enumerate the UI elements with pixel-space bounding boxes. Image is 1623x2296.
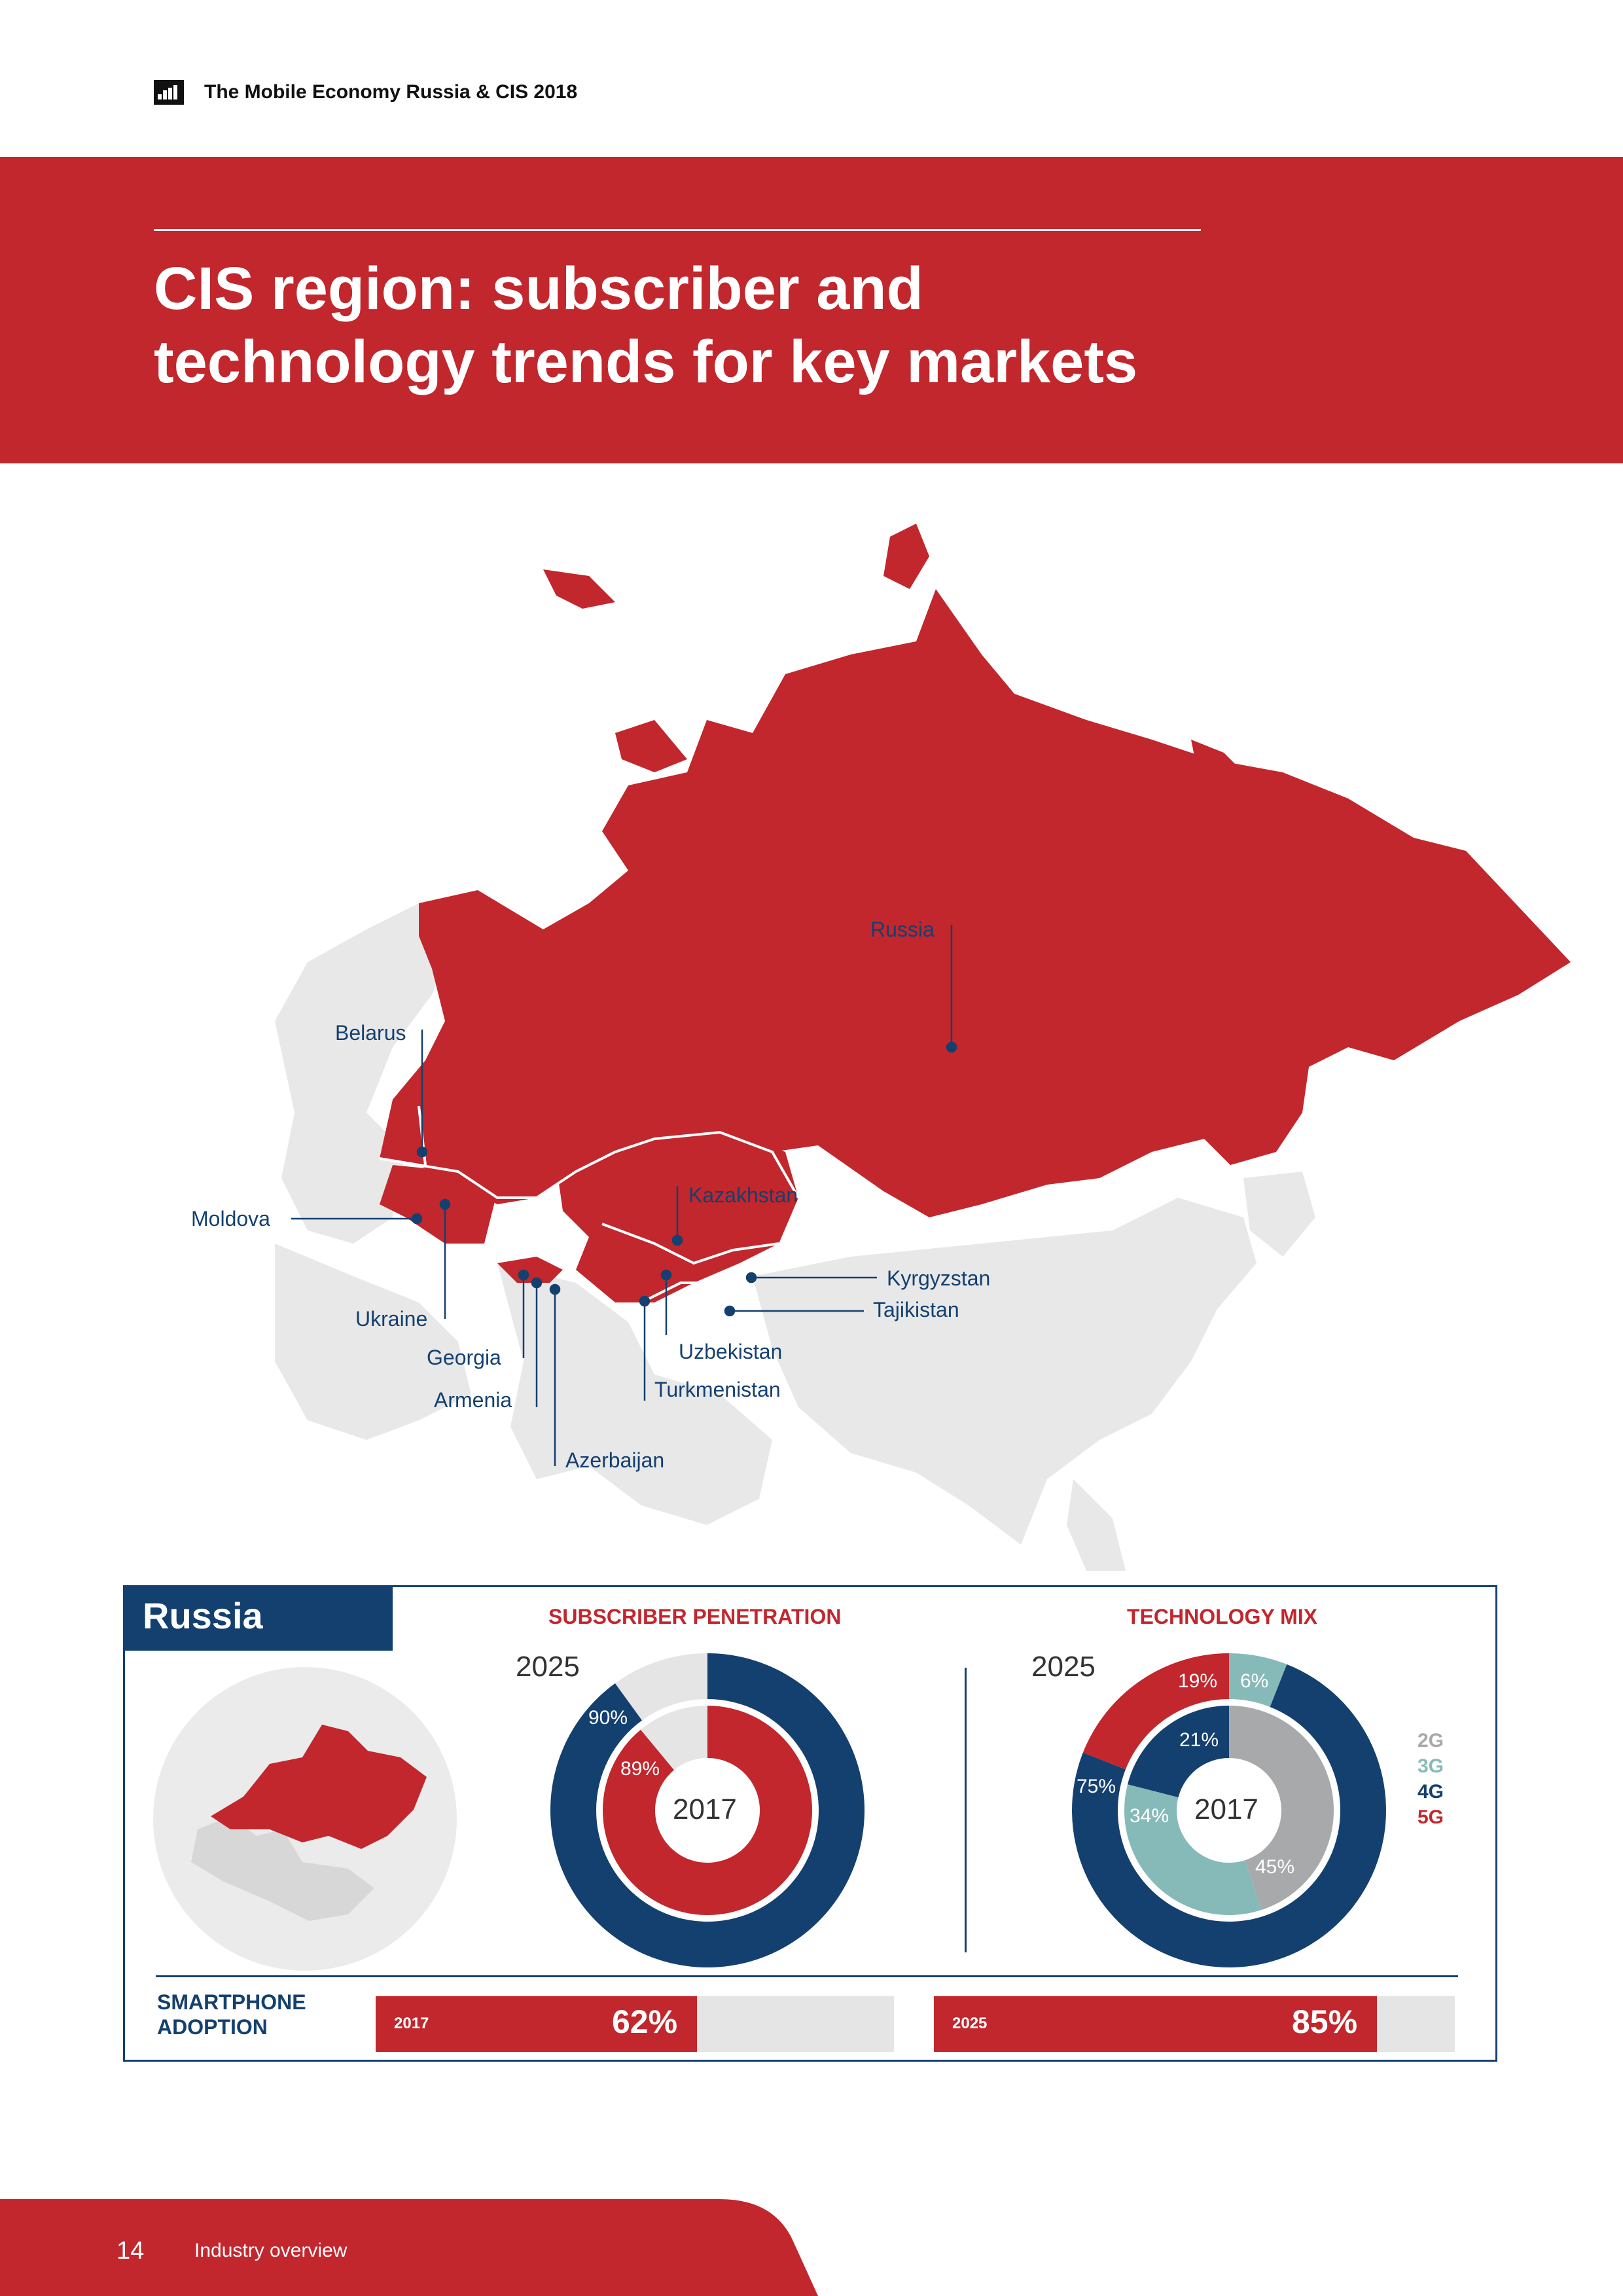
tech-5g-2025-label: 19% (1178, 1670, 1218, 1692)
penetration-2017-remainder (641, 1706, 707, 1770)
map-label-turkmenistan: Turkmenistan (654, 1378, 781, 1401)
map-label-russia: Russia (870, 918, 935, 941)
legend-2g: 2G (1418, 1730, 1444, 1751)
technology-inner-year: 2017 (1194, 1793, 1258, 1825)
panel-divider (965, 1668, 967, 1952)
tech-4g-2017-label: 21% (1179, 1729, 1219, 1751)
technology-outer-year: 2025 (1031, 1651, 1096, 1683)
subscriber-inner-label: 89% (620, 1758, 660, 1780)
tech-3g-2025-label: 6% (1240, 1670, 1269, 1692)
map-label-georgia: Georgia (427, 1346, 501, 1369)
page-title-line-2: technology trends for key markets (154, 329, 1138, 395)
russia-globe-icon (153, 1667, 457, 1971)
cis-land (380, 524, 1571, 1302)
tech-2g-2017-label: 45% (1255, 1856, 1295, 1878)
page-title: CIS region: subscriber and technology tr… (154, 252, 1332, 399)
smartphone-adoption-title: SMARTPHONE ADOPTION (157, 1990, 306, 2039)
subscriber-penetration-donut (550, 1653, 865, 1967)
tech-2025-3g-slice (1229, 1653, 1287, 1707)
map-label-kyrgyzstan: Kyrgyzstan (887, 1266, 991, 1290)
panel-rule (156, 1975, 1458, 1977)
cis-region-map (275, 524, 1571, 1571)
map-leader-lines (291, 925, 957, 1466)
report-title: The Mobile Economy Russia & CIS 2018 (204, 81, 578, 103)
tech-2025-5g-slice (1082, 1653, 1229, 1770)
penetration-2017-slice (603, 1706, 812, 1915)
footer-band (0, 2199, 818, 2296)
technology-mix-donut (1072, 1653, 1386, 1967)
legend-3g: 3G (1418, 1755, 1444, 1777)
smartphone-2017-value: 62% (612, 2003, 678, 2040)
section-name: Industry overview (194, 2240, 348, 2261)
map-label-kazakhstan: Kazakhstan (688, 1183, 798, 1207)
map-label-belarus: Belarus (335, 1021, 406, 1045)
title-banner (0, 157, 1623, 463)
legend-5g: 5G (1418, 1806, 1444, 1828)
map-label-tajikistan: Tajikistan (873, 1298, 959, 1321)
country-tab (123, 1585, 393, 1651)
non-cis-land (275, 903, 1315, 1571)
title-rule (154, 229, 1201, 231)
subscriber-outer-label: 90% (588, 1707, 628, 1729)
map-label-moldova: Moldova (191, 1207, 270, 1230)
map-label-uzbekistan: Uzbekistan (679, 1340, 783, 1363)
smartphone-2025-bar (934, 1996, 1377, 2052)
gsma-logo-icon (154, 80, 184, 105)
map-label-ukraine: Ukraine (355, 1307, 428, 1331)
page-title-line-1: CIS region: subscriber and (154, 255, 923, 322)
smartphone-2017-year: 2017 (394, 2015, 429, 2032)
smartphone-2017-bar (376, 1996, 697, 2052)
map-label-azerbaijan: Azerbaijan (565, 1448, 665, 1472)
tech-2017-4g-slice (1128, 1706, 1229, 1798)
russia-panel (123, 1585, 1497, 2062)
tech-2017-3g-slice (1124, 1784, 1262, 1915)
tech-3g-2017-label: 34% (1130, 1805, 1169, 1827)
subscriber-penetration-title: SUBSCRIBER PENETRATION (548, 1605, 842, 1628)
tech-2025-4g-slice (1072, 1664, 1386, 1967)
smartphone-2025-year: 2025 (952, 2015, 988, 2032)
subscriber-inner-year: 2017 (673, 1793, 737, 1825)
tech-4g-2025-label: 75% (1077, 1776, 1116, 1797)
country-name: Russia (143, 1595, 263, 1636)
map-label-armenia: Armenia (434, 1388, 512, 1412)
page-number: 14 (116, 2237, 145, 2265)
smartphone-2025-value: 85% (1292, 2003, 1358, 2040)
technology-mix-title: TECHNOLOGY MIX (1127, 1605, 1317, 1628)
penetration-2025-remainder (615, 1653, 707, 1721)
subscriber-outer-year: 2025 (516, 1651, 580, 1683)
legend-4g: 4G (1418, 1781, 1444, 1803)
tech-2017-2g-slice (1229, 1706, 1334, 1910)
